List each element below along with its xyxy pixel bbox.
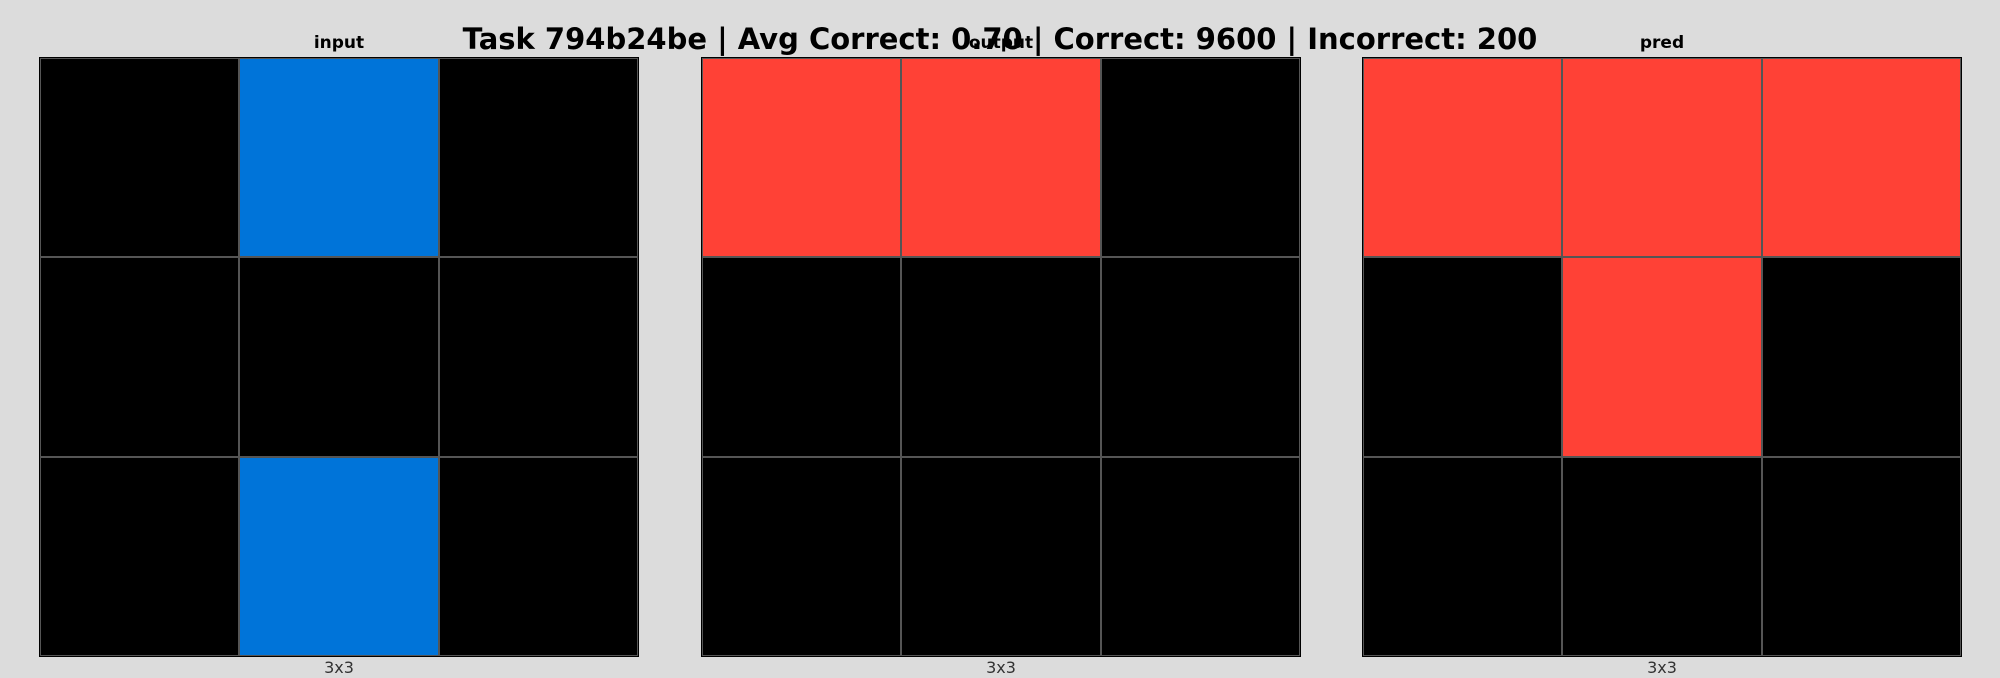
panel-title: output (968, 33, 1034, 53)
panel-title: input (313, 33, 365, 53)
panel-title: pred (1639, 33, 1685, 53)
grid-output (701, 57, 1301, 657)
grid-cell (239, 257, 439, 457)
grid-cell (438, 257, 638, 457)
grid-size-label: 3x3 (1647, 658, 1677, 677)
grid-cell (901, 456, 1101, 656)
grid-cell (1562, 257, 1762, 457)
grid-cell (702, 257, 902, 457)
grid-cell (239, 58, 439, 258)
grid-cell (1100, 257, 1300, 457)
grid-cell (1363, 456, 1563, 656)
grid-input (39, 57, 639, 657)
grid-cell (1761, 58, 1961, 258)
grid-cell (1761, 257, 1961, 457)
grid-cell (901, 58, 1101, 258)
grid-cell (40, 257, 240, 457)
grid-cell (1100, 58, 1300, 258)
grid-cell (901, 257, 1101, 457)
figure-title: Task 794b24be | Avg Correct: 0.70 | Corr… (462, 22, 1538, 56)
grid-cell (438, 58, 638, 258)
grid-cell (702, 456, 902, 656)
grid-cell (1761, 456, 1961, 656)
grid-cell (1562, 58, 1762, 258)
grid-cell (1363, 58, 1563, 258)
grid-cell (1363, 257, 1563, 457)
grid-cell (438, 456, 638, 656)
grid-cell (1562, 456, 1762, 656)
grid-cell (239, 456, 439, 656)
grid-cell (1100, 456, 1300, 656)
grid-size-label: 3x3 (324, 658, 354, 677)
grid-cell (40, 456, 240, 656)
grid-size-label: 3x3 (986, 658, 1016, 677)
grid-cell (40, 58, 240, 258)
grid-cell (702, 58, 902, 258)
grid-pred (1362, 57, 1962, 657)
